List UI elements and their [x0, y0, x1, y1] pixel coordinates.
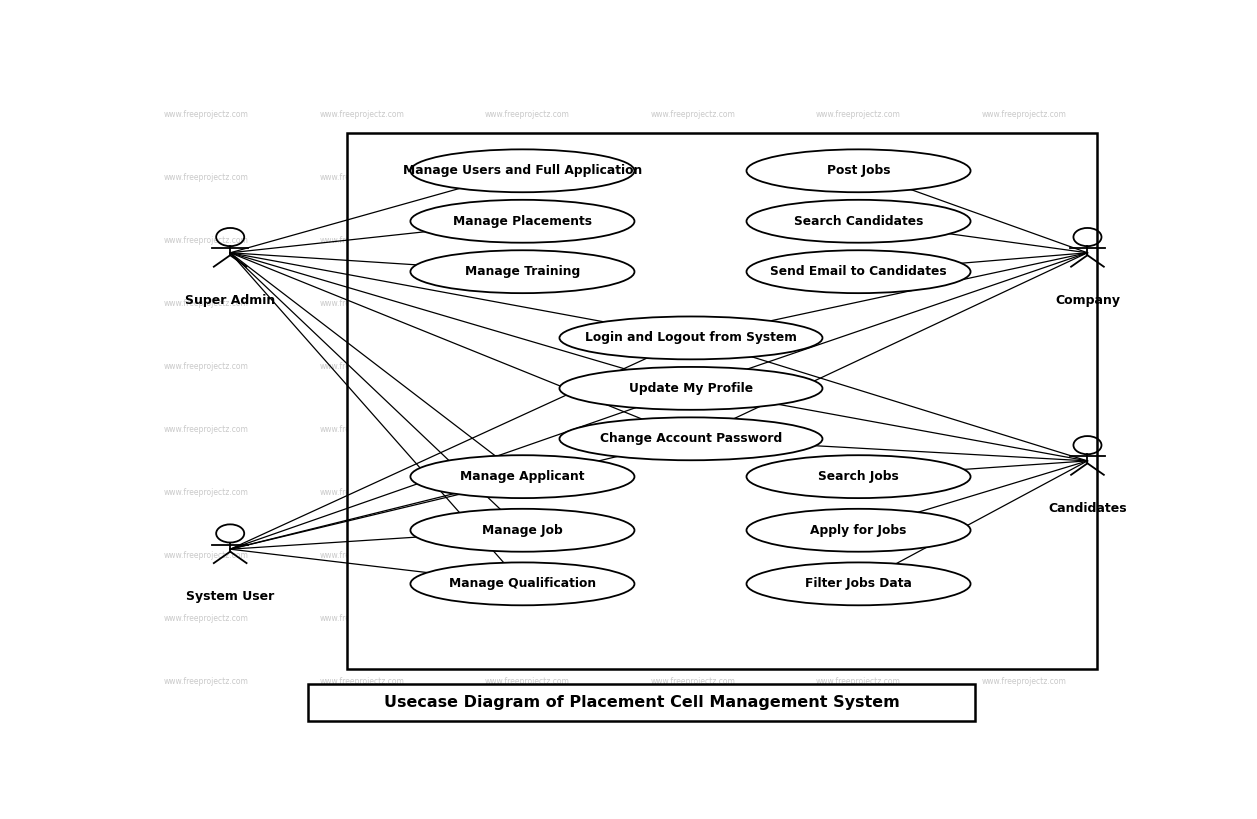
- Text: www.freeprojectz.com: www.freeprojectz.com: [650, 362, 735, 371]
- Text: Company: Company: [1055, 294, 1120, 307]
- Ellipse shape: [410, 149, 635, 192]
- Text: www.freeprojectz.com: www.freeprojectz.com: [485, 236, 569, 245]
- Text: www.freeprojectz.com: www.freeprojectz.com: [163, 551, 249, 560]
- Text: www.freeprojectz.com: www.freeprojectz.com: [982, 236, 1067, 245]
- Text: www.freeprojectz.com: www.freeprojectz.com: [485, 677, 569, 686]
- Text: www.freeprojectz.com: www.freeprojectz.com: [163, 110, 249, 119]
- Text: www.freeprojectz.com: www.freeprojectz.com: [816, 614, 901, 623]
- Text: Manage Users and Full Application: Manage Users and Full Application: [402, 165, 642, 177]
- Text: www.freeprojectz.com: www.freeprojectz.com: [485, 173, 569, 182]
- Text: www.freeprojectz.com: www.freeprojectz.com: [485, 488, 569, 497]
- Text: www.freeprojectz.com: www.freeprojectz.com: [650, 425, 735, 434]
- Text: Send Email to Candidates: Send Email to Candidates: [771, 265, 947, 278]
- Text: Search Candidates: Search Candidates: [794, 215, 923, 228]
- Text: www.freeprojectz.com: www.freeprojectz.com: [650, 299, 735, 308]
- Text: www.freeprojectz.com: www.freeprojectz.com: [485, 110, 569, 119]
- Text: www.freeprojectz.com: www.freeprojectz.com: [816, 677, 901, 686]
- Text: www.freeprojectz.com: www.freeprojectz.com: [982, 299, 1067, 308]
- Text: www.freeprojectz.com: www.freeprojectz.com: [163, 614, 249, 623]
- Text: www.freeprojectz.com: www.freeprojectz.com: [650, 173, 735, 182]
- Text: www.freeprojectz.com: www.freeprojectz.com: [485, 362, 569, 371]
- FancyBboxPatch shape: [347, 133, 1097, 669]
- Ellipse shape: [559, 367, 822, 410]
- Text: www.freeprojectz.com: www.freeprojectz.com: [319, 551, 405, 560]
- Text: www.freeprojectz.com: www.freeprojectz.com: [816, 110, 901, 119]
- Text: www.freeprojectz.com: www.freeprojectz.com: [163, 299, 249, 308]
- Ellipse shape: [410, 509, 635, 552]
- Text: Filter Jobs Data: Filter Jobs Data: [804, 577, 913, 590]
- Text: www.freeprojectz.com: www.freeprojectz.com: [816, 236, 901, 245]
- Text: www.freeprojectz.com: www.freeprojectz.com: [319, 173, 405, 182]
- Text: www.freeprojectz.com: www.freeprojectz.com: [319, 677, 405, 686]
- Text: www.freeprojectz.com: www.freeprojectz.com: [650, 614, 735, 623]
- Text: www.freeprojectz.com: www.freeprojectz.com: [982, 362, 1067, 371]
- Text: www.freeprojectz.com: www.freeprojectz.com: [319, 110, 405, 119]
- Text: Login and Logout from System: Login and Logout from System: [585, 332, 797, 345]
- Text: www.freeprojectz.com: www.freeprojectz.com: [163, 173, 249, 182]
- Text: www.freeprojectz.com: www.freeprojectz.com: [163, 236, 249, 245]
- Ellipse shape: [410, 251, 635, 293]
- Text: www.freeprojectz.com: www.freeprojectz.com: [163, 488, 249, 497]
- Text: www.freeprojectz.com: www.freeprojectz.com: [982, 173, 1067, 182]
- Text: www.freeprojectz.com: www.freeprojectz.com: [816, 488, 901, 497]
- Text: Usecase Diagram of Placement Cell Management System: Usecase Diagram of Placement Cell Manage…: [383, 695, 900, 710]
- Text: www.freeprojectz.com: www.freeprojectz.com: [319, 299, 405, 308]
- Text: www.freeprojectz.com: www.freeprojectz.com: [650, 236, 735, 245]
- Text: Manage Qualification: Manage Qualification: [449, 577, 596, 590]
- Text: www.freeprojectz.com: www.freeprojectz.com: [816, 299, 901, 308]
- Text: www.freeprojectz.com: www.freeprojectz.com: [982, 677, 1067, 686]
- Text: Manage Applicant: Manage Applicant: [460, 470, 585, 483]
- Text: Manage Training: Manage Training: [465, 265, 579, 278]
- Text: www.freeprojectz.com: www.freeprojectz.com: [982, 425, 1067, 434]
- Text: www.freeprojectz.com: www.freeprojectz.com: [650, 110, 735, 119]
- Text: Search Jobs: Search Jobs: [818, 470, 899, 483]
- Text: www.freeprojectz.com: www.freeprojectz.com: [816, 173, 901, 182]
- Text: www.freeprojectz.com: www.freeprojectz.com: [650, 488, 735, 497]
- Text: www.freeprojectz.com: www.freeprojectz.com: [485, 614, 569, 623]
- Ellipse shape: [747, 149, 970, 192]
- Text: www.freeprojectz.com: www.freeprojectz.com: [982, 614, 1067, 623]
- Text: System User: System User: [186, 590, 274, 603]
- Ellipse shape: [559, 418, 822, 460]
- Text: www.freeprojectz.com: www.freeprojectz.com: [485, 425, 569, 434]
- Text: www.freeprojectz.com: www.freeprojectz.com: [319, 425, 405, 434]
- Text: www.freeprojectz.com: www.freeprojectz.com: [319, 236, 405, 245]
- FancyBboxPatch shape: [308, 684, 975, 722]
- Text: Post Jobs: Post Jobs: [827, 165, 890, 177]
- Text: www.freeprojectz.com: www.freeprojectz.com: [982, 488, 1067, 497]
- Text: www.freeprojectz.com: www.freeprojectz.com: [982, 110, 1067, 119]
- Ellipse shape: [410, 200, 635, 242]
- Ellipse shape: [410, 455, 635, 498]
- Text: www.freeprojectz.com: www.freeprojectz.com: [163, 677, 249, 686]
- Ellipse shape: [747, 200, 970, 242]
- Text: Manage Placements: Manage Placements: [453, 215, 592, 228]
- Text: www.freeprojectz.com: www.freeprojectz.com: [163, 362, 249, 371]
- Text: Candidates: Candidates: [1048, 502, 1126, 515]
- Text: www.freeprojectz.com: www.freeprojectz.com: [650, 677, 735, 686]
- Ellipse shape: [747, 563, 970, 605]
- Text: www.freeprojectz.com: www.freeprojectz.com: [319, 488, 405, 497]
- Text: www.freeprojectz.com: www.freeprojectz.com: [816, 551, 901, 560]
- Ellipse shape: [747, 455, 970, 498]
- Text: Update My Profile: Update My Profile: [628, 382, 753, 395]
- Text: www.freeprojectz.com: www.freeprojectz.com: [319, 614, 405, 623]
- Text: www.freeprojectz.com: www.freeprojectz.com: [485, 551, 569, 560]
- Ellipse shape: [410, 563, 635, 605]
- Text: www.freeprojectz.com: www.freeprojectz.com: [982, 551, 1067, 560]
- Text: Apply for Jobs: Apply for Jobs: [811, 524, 906, 536]
- Ellipse shape: [559, 316, 822, 360]
- Text: www.freeprojectz.com: www.freeprojectz.com: [650, 551, 735, 560]
- Text: www.freeprojectz.com: www.freeprojectz.com: [163, 425, 249, 434]
- Text: www.freeprojectz.com: www.freeprojectz.com: [816, 425, 901, 434]
- Text: Manage Job: Manage Job: [483, 524, 563, 536]
- Text: www.freeprojectz.com: www.freeprojectz.com: [485, 299, 569, 308]
- Text: www.freeprojectz.com: www.freeprojectz.com: [319, 362, 405, 371]
- Ellipse shape: [747, 509, 970, 552]
- Text: www.freeprojectz.com: www.freeprojectz.com: [816, 362, 901, 371]
- Ellipse shape: [747, 251, 970, 293]
- Text: Super Admin: Super Admin: [185, 294, 275, 307]
- Text: Change Account Password: Change Account Password: [600, 432, 782, 446]
